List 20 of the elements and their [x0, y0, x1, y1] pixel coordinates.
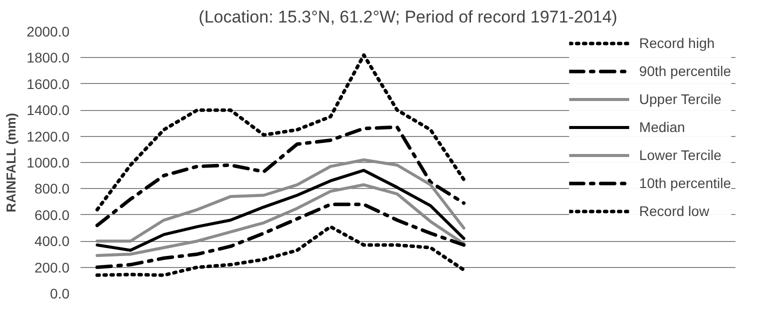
y-tick-label: 1400.0	[26, 102, 70, 118]
y-tick-label: 400.0	[34, 233, 70, 250]
legend-label: Record high	[639, 35, 715, 51]
y-tick-label: 1800.0	[26, 50, 70, 66]
legend-label: 10th percentile	[639, 175, 731, 191]
y-tick-label: 200.0	[34, 259, 70, 276]
y-axis-title: RAINFALL (mm)	[4, 112, 19, 212]
y-tick-label: 2000.0	[26, 24, 70, 40]
y-tick-label: 1000.0	[26, 154, 70, 170]
legend-label: Record low	[639, 203, 710, 219]
y-tick-label: 800.0	[34, 180, 70, 197]
legend-label: 90th percentile	[639, 63, 731, 79]
legend-label: Median	[639, 119, 686, 135]
y-tick-label: 600.0	[34, 206, 70, 223]
legend-label: Upper Tercile	[639, 91, 722, 107]
legend-label: Lower Tercile	[639, 147, 722, 163]
y-tick-label: 0.0	[50, 286, 70, 302]
y-tick-label: 1200.0	[26, 128, 70, 144]
y-tick-label: 1600.0	[26, 76, 70, 92]
chart-title: (Location: 15.3°N, 61.2°W; Period of record 1971-2014)	[198, 8, 618, 26]
